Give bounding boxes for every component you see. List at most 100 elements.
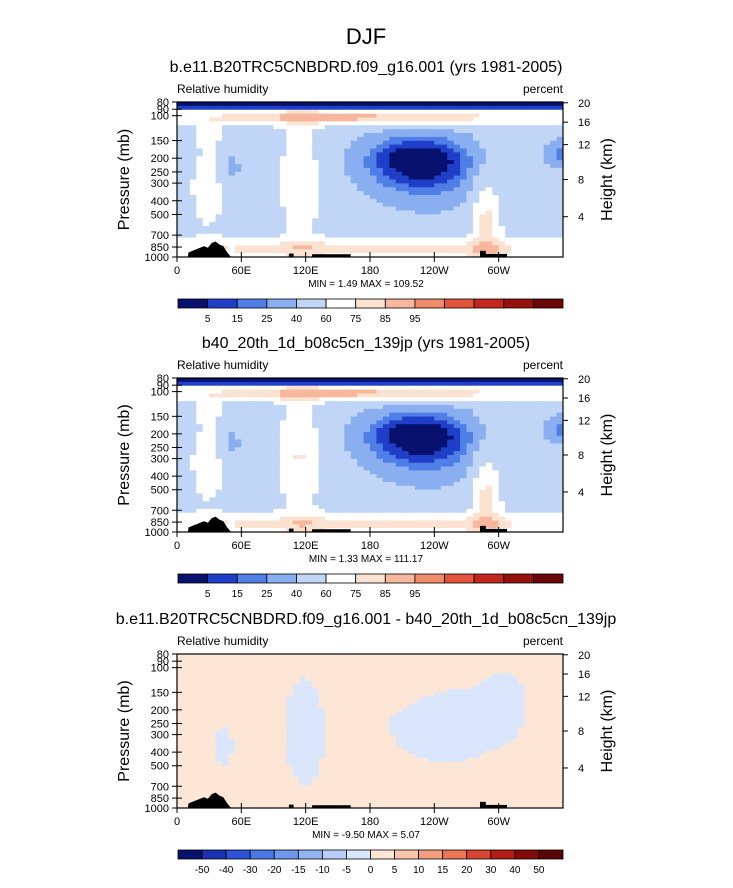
contour-cell [260,428,268,433]
contour-cell [324,458,332,464]
contour-cell [254,214,262,219]
contour-cell [196,229,204,235]
contour-cell [189,245,197,250]
contour-cell [318,121,326,126]
contour-cell [543,455,551,460]
contour-cell [292,171,300,177]
contour-cell [472,508,480,514]
contour-cell [241,195,249,200]
contour-cell [427,129,435,134]
contour-cell [402,202,410,208]
contour-cell [318,497,326,502]
contour-cell [337,451,345,456]
contour-cell [273,501,281,506]
contour-cell [279,404,287,410]
contour-cell [350,105,358,111]
contour-cell [241,136,249,142]
contour-cell [344,105,352,111]
contour-cell [247,179,255,184]
contour-cell [524,218,532,223]
contour-cell [530,512,538,518]
contour-cell [196,378,204,383]
contour-cell [440,144,448,150]
contour-cell [202,198,210,204]
contour-cell [537,485,545,491]
contour-cell [421,466,429,471]
contour-cell [286,171,294,177]
contour-cell [460,393,468,398]
contour-cell [440,121,448,126]
contour-cell [460,408,468,414]
contour-cell [408,113,416,119]
contour-cell [254,428,262,433]
contour-cell [556,520,563,525]
contour-cell [234,222,242,227]
contour-cell [511,424,519,429]
contour-cell [350,249,358,254]
contour-cell [511,113,519,119]
contour-cell [466,191,474,196]
contour-cell [408,121,416,126]
contour-cell [279,528,287,532]
contour-cell [267,524,275,529]
contour-cell [312,222,320,227]
contour-cell [234,102,242,107]
contour-cell [530,125,538,130]
contour-cell [344,125,352,130]
contour-cell [254,381,262,387]
contour-cell [479,381,487,387]
contour-cell [447,385,455,391]
contour-cell [344,420,352,425]
contour-cell [543,129,551,134]
contour-cell [382,222,390,227]
contour-cell [530,470,538,475]
contour-cell [530,458,538,464]
contour-cell [517,121,525,126]
contour-cell [344,508,352,514]
contour-cell [260,233,268,239]
contour-cell [189,206,197,212]
contour-cell [234,528,242,532]
contour-cell [376,455,384,460]
contour-cell [344,462,352,468]
contour-cell [389,404,397,410]
contour-cell [511,393,519,398]
contour-cell [222,183,230,188]
contour-cell [241,520,249,525]
contour-cell [267,385,275,391]
contour-cell [254,202,262,208]
contour-cell [324,214,332,219]
contour-cell [543,152,551,157]
contour-cell [460,121,468,126]
contour-cell [228,214,236,219]
contour-cell [382,102,390,107]
contour-cell [453,152,461,157]
contour-cell [344,524,352,529]
contour-cell [318,466,326,471]
contour-cell [447,528,455,532]
contour-cell [530,389,538,394]
contour-cell [408,404,416,410]
contour-cell [485,241,493,246]
contour-cell [279,385,287,391]
contour-cell [363,528,371,532]
contour-cell [447,497,455,502]
contour-cell [479,466,487,471]
contour-cell [543,524,551,529]
contour-cell [421,206,429,212]
contour-cell [305,524,313,529]
contour-cell [312,408,320,414]
contour-cell [395,198,403,204]
contour-cell [453,389,461,394]
contour-cell [292,125,300,130]
contour-cell [196,385,204,391]
contour-cell [241,451,249,456]
contour-cell [324,512,332,518]
contour-cell [363,416,371,421]
contour-cell [286,121,294,126]
contour-cell [408,202,416,208]
contour-cell [479,241,487,246]
contour-cell [453,431,461,437]
contour-cell [550,447,558,452]
contour-cell [382,470,390,475]
